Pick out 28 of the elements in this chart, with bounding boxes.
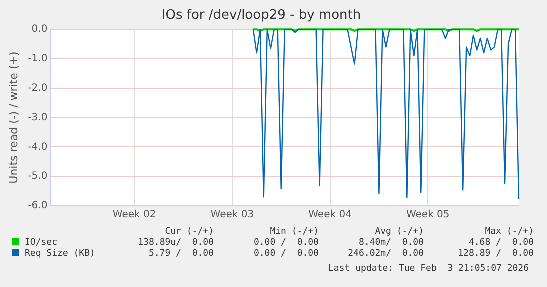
- text: 128.89 / 0.00: [457, 249, 534, 259]
- text: Avg (-/+): [374, 227, 424, 237]
- x-tick-label: Week 04: [308, 210, 352, 221]
- text: 4.68 / 0.00: [468, 238, 534, 248]
- x-tick-label: Week 05: [406, 210, 450, 221]
- y-tick-label: -4.0: [28, 142, 48, 153]
- text: 0.00 / 0.00: [252, 249, 319, 259]
- text: Max (-/+): [484, 227, 534, 237]
- text: 0.00 / 0.00: [252, 238, 319, 248]
- text: Last update: Tue Feb 3 21:05:07 2026: [328, 264, 529, 274]
- y-axis-title: Units read (-) / write (+): [7, 52, 20, 184]
- text: 246.02m/ 0.00: [347, 249, 424, 259]
- text: Min (-/+): [269, 227, 319, 237]
- legend-label: Req Size (KB): [24, 249, 96, 259]
- x-tick-label: Week 03: [210, 210, 254, 221]
- text: 8.40m/ 0.00: [358, 238, 424, 248]
- text: Cur (-/+): [164, 227, 214, 237]
- y-tick-label: -5.0: [28, 171, 48, 182]
- y-tick-label: 0.0: [32, 24, 48, 36]
- chart-title: IOs for /dev/loop29 - by month: [162, 8, 362, 24]
- x-tick-label: Week 02: [112, 210, 156, 221]
- text: 138.89u/ 0.00: [137, 238, 214, 248]
- legend-label: IO/sec: [24, 238, 59, 248]
- y-tick-label: -3.0: [28, 112, 48, 124]
- y-tick-label: -6.0: [28, 200, 48, 212]
- y-tick-label: -1.0: [28, 54, 48, 65]
- text: 5.79 / 0.00: [148, 249, 214, 259]
- y-tick-label: -2.0: [28, 82, 48, 94]
